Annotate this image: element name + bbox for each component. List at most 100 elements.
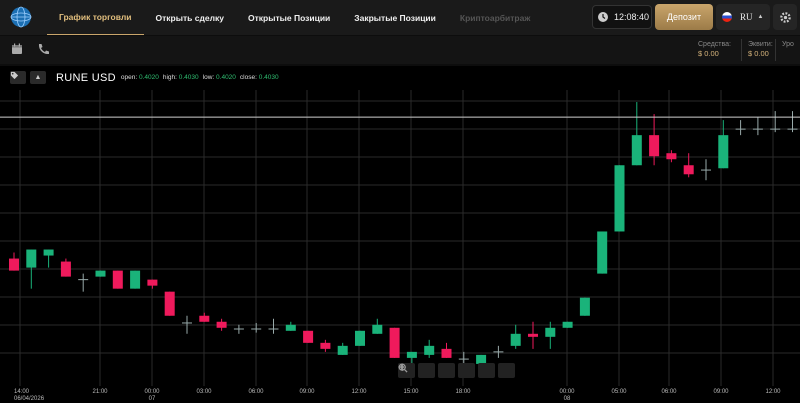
high-label: high: [162, 74, 177, 81]
ohlc-open: open: 0.4020 [121, 74, 159, 81]
globe-logo-icon[interactable] [10, 6, 32, 28]
x-axis-tick-label: 06:00 [661, 389, 677, 395]
low-label: low: [202, 74, 215, 81]
x-axis-tick-label: 00:00 [559, 389, 575, 395]
language-selector[interactable]: RU ▲ [716, 4, 770, 30]
funds-stat: Средства: $ 0.00 [698, 40, 731, 58]
x-axis-tick-label: 21:00 [92, 389, 108, 395]
zoom-fit-button[interactable] [398, 363, 495, 378]
chevron-left-icon [399, 363, 404, 371]
x-axis-tick-label: 00:00 [144, 389, 160, 395]
low-value: 0.4020 [216, 74, 236, 81]
candle-body [562, 321, 573, 328]
candle-body [199, 315, 210, 322]
price-chart[interactable]: ▲ RUNE USD open: 0.4020 high: 0.4030 low… [0, 66, 800, 403]
candle-body [476, 354, 487, 364]
nav-tab-closed-positions[interactable]: Закрытые Позиции [354, 12, 436, 23]
ohlc-close: close: 0.4030 [240, 74, 279, 81]
candle-body [372, 324, 383, 334]
candle-body [320, 342, 331, 349]
chart-navigation [398, 363, 518, 378]
nav-tab-open-positions[interactable]: Открытые Позиции [247, 12, 331, 23]
clock-display: 12:08:40 [592, 5, 652, 29]
x-axis-tick-label: 09:00 [299, 389, 315, 395]
candle-body [683, 165, 694, 175]
candle-body [389, 327, 400, 358]
equity-value: $ 0.00 [748, 49, 769, 58]
nav-tab-trading-chart[interactable]: График торговли [47, 0, 144, 35]
level-stat: Уро [782, 40, 794, 49]
ohlc-low: low: 0.4020 [203, 74, 236, 81]
x-axis-tick-label: 15:00 [403, 389, 419, 395]
zoom-out-button[interactable] [398, 363, 475, 378]
candle-body [597, 231, 608, 274]
candle-body [337, 345, 348, 355]
symbol-name: RUNE USD [56, 71, 116, 84]
x-axis-tick-label: 12:00 [765, 389, 781, 395]
x-axis-tick-sublabel: 06/04/2026 [14, 396, 45, 402]
zoom-reset-button[interactable] [398, 363, 455, 378]
candle-body [95, 270, 106, 277]
x-axis-tick-sublabel: 07 [149, 396, 156, 402]
candle-body [441, 348, 452, 358]
candle-body [614, 165, 625, 232]
candle-body [666, 153, 677, 160]
candle-body [649, 135, 660, 157]
open-value: 0.4020 [138, 74, 159, 81]
phone-icon[interactable] [36, 42, 50, 56]
language-label: RU [740, 12, 753, 22]
candle-body [26, 249, 37, 268]
top-bar: График торговли Открыть сделку Открытые … [0, 0, 800, 35]
candle-body [355, 330, 365, 346]
candle-body [285, 324, 296, 331]
deposit-button[interactable]: Депозит [655, 4, 713, 30]
calendar-icon[interactable] [10, 42, 24, 56]
candle-body [424, 345, 435, 355]
chevron-right-icon [400, 363, 405, 371]
tag-icon [10, 71, 19, 80]
high-value: 0.4030 [178, 74, 199, 81]
candle-body [545, 327, 556, 337]
main-nav: График торговли Открыть сделку Открытые … [47, 0, 542, 35]
zoom-in-button[interactable] [398, 363, 435, 378]
nav-tab-crypto-arbitrage[interactable]: Криптоарбитраж [459, 12, 531, 23]
collapse-button[interactable]: ▲ [30, 71, 46, 84]
x-axis-tick-label: 14:00 [14, 389, 30, 395]
level-label: Уро [782, 41, 794, 48]
x-axis-tick-label: 12:00 [351, 389, 367, 395]
settings-button[interactable] [773, 4, 797, 30]
account-bar: Средства: $ 0.00 Эквити: $ 0.00 Уро [0, 36, 800, 64]
candle-body [579, 297, 590, 316]
candle-body [528, 333, 538, 337]
caret-up-icon: ▲ [34, 74, 42, 81]
x-axis-tick-label: 09:00 [713, 389, 729, 395]
candle-body [147, 279, 158, 286]
candle-body [43, 249, 54, 256]
candle-body [216, 321, 227, 328]
x-axis-tick-label: 06:00 [248, 389, 264, 395]
chart-header: ▲ RUNE USD open: 0.4020 high: 0.4030 low… [10, 71, 283, 84]
candle-body [631, 135, 642, 166]
x-axis-tick-label: 18:00 [455, 389, 471, 395]
candle-body [510, 333, 521, 346]
equity-stat: Эквити: $ 0.00 [748, 40, 773, 58]
open-label: open: [120, 74, 138, 81]
funds-label: Средства: [698, 41, 731, 48]
zoom-fit-icon [398, 363, 408, 373]
x-axis-tick-sublabel: 08 [564, 396, 571, 402]
candle-body [303, 330, 314, 343]
tag-settings-button[interactable] [10, 71, 26, 84]
candle-body [60, 261, 71, 277]
candle-body [130, 270, 141, 289]
nav-tab-open-trade[interactable]: Открыть сделку [155, 12, 224, 23]
candle-body [718, 135, 729, 169]
x-axis-tick-label: 05:00 [611, 389, 627, 395]
close-label: close: [239, 74, 257, 81]
x-axis-tick-label: 03:00 [196, 389, 212, 395]
funds-value: $ 0.00 [698, 49, 719, 58]
ohlc-high: high: 0.4030 [163, 74, 199, 81]
stat-divider [775, 39, 776, 61]
clock-icon [598, 12, 608, 22]
scroll-right-button[interactable] [400, 363, 515, 378]
